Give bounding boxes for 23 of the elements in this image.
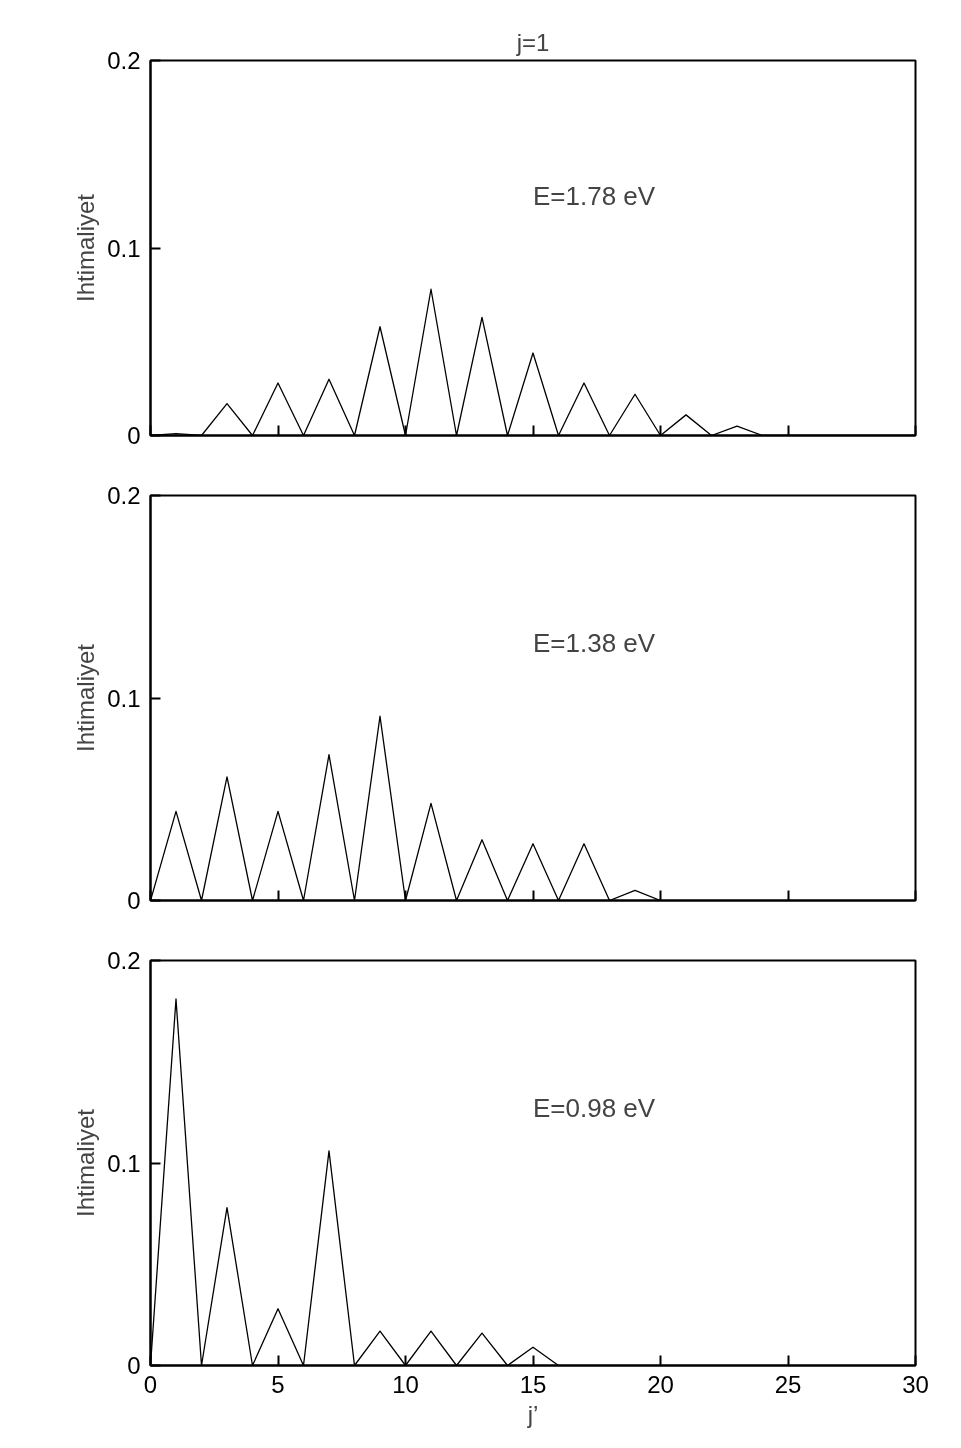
y-tick-label: 0.1 (107, 1149, 141, 1177)
y-tick-label: 0 (127, 422, 141, 449)
y-tick-label: 0.2 (107, 47, 141, 74)
chart-title: j=1 (515, 28, 550, 56)
x-tick-label: 5 (271, 1370, 285, 1398)
x-tick-label: 10 (392, 1370, 419, 1398)
x-tick-label: 25 (774, 1370, 802, 1398)
annotation: E=1.78 eV (533, 180, 656, 211)
y-axis-title: Ihtimaliyet (72, 193, 100, 303)
annotation: E=0.98 eV (533, 1092, 656, 1123)
x-tick-label: 15 (519, 1370, 547, 1398)
x-tick-label: 20 (647, 1370, 674, 1398)
y-axis-title: Ihtimaliyet (72, 643, 100, 753)
y-tick-label: 0.1 (107, 234, 141, 262)
y-tick-label: 0.2 (107, 947, 141, 974)
y-tick-label: 0 (127, 887, 141, 914)
y-axis-title: Ihtimaliyet (72, 1108, 100, 1218)
y-tick-label: 0.2 (107, 482, 141, 509)
x-tick-label: 30 (902, 1370, 929, 1398)
y-tick-label: 0.1 (107, 684, 141, 712)
x-axis-title: j’ (526, 1400, 539, 1428)
annotation: E=1.38 eV (533, 627, 656, 658)
y-tick-label: 0 (127, 1352, 141, 1379)
